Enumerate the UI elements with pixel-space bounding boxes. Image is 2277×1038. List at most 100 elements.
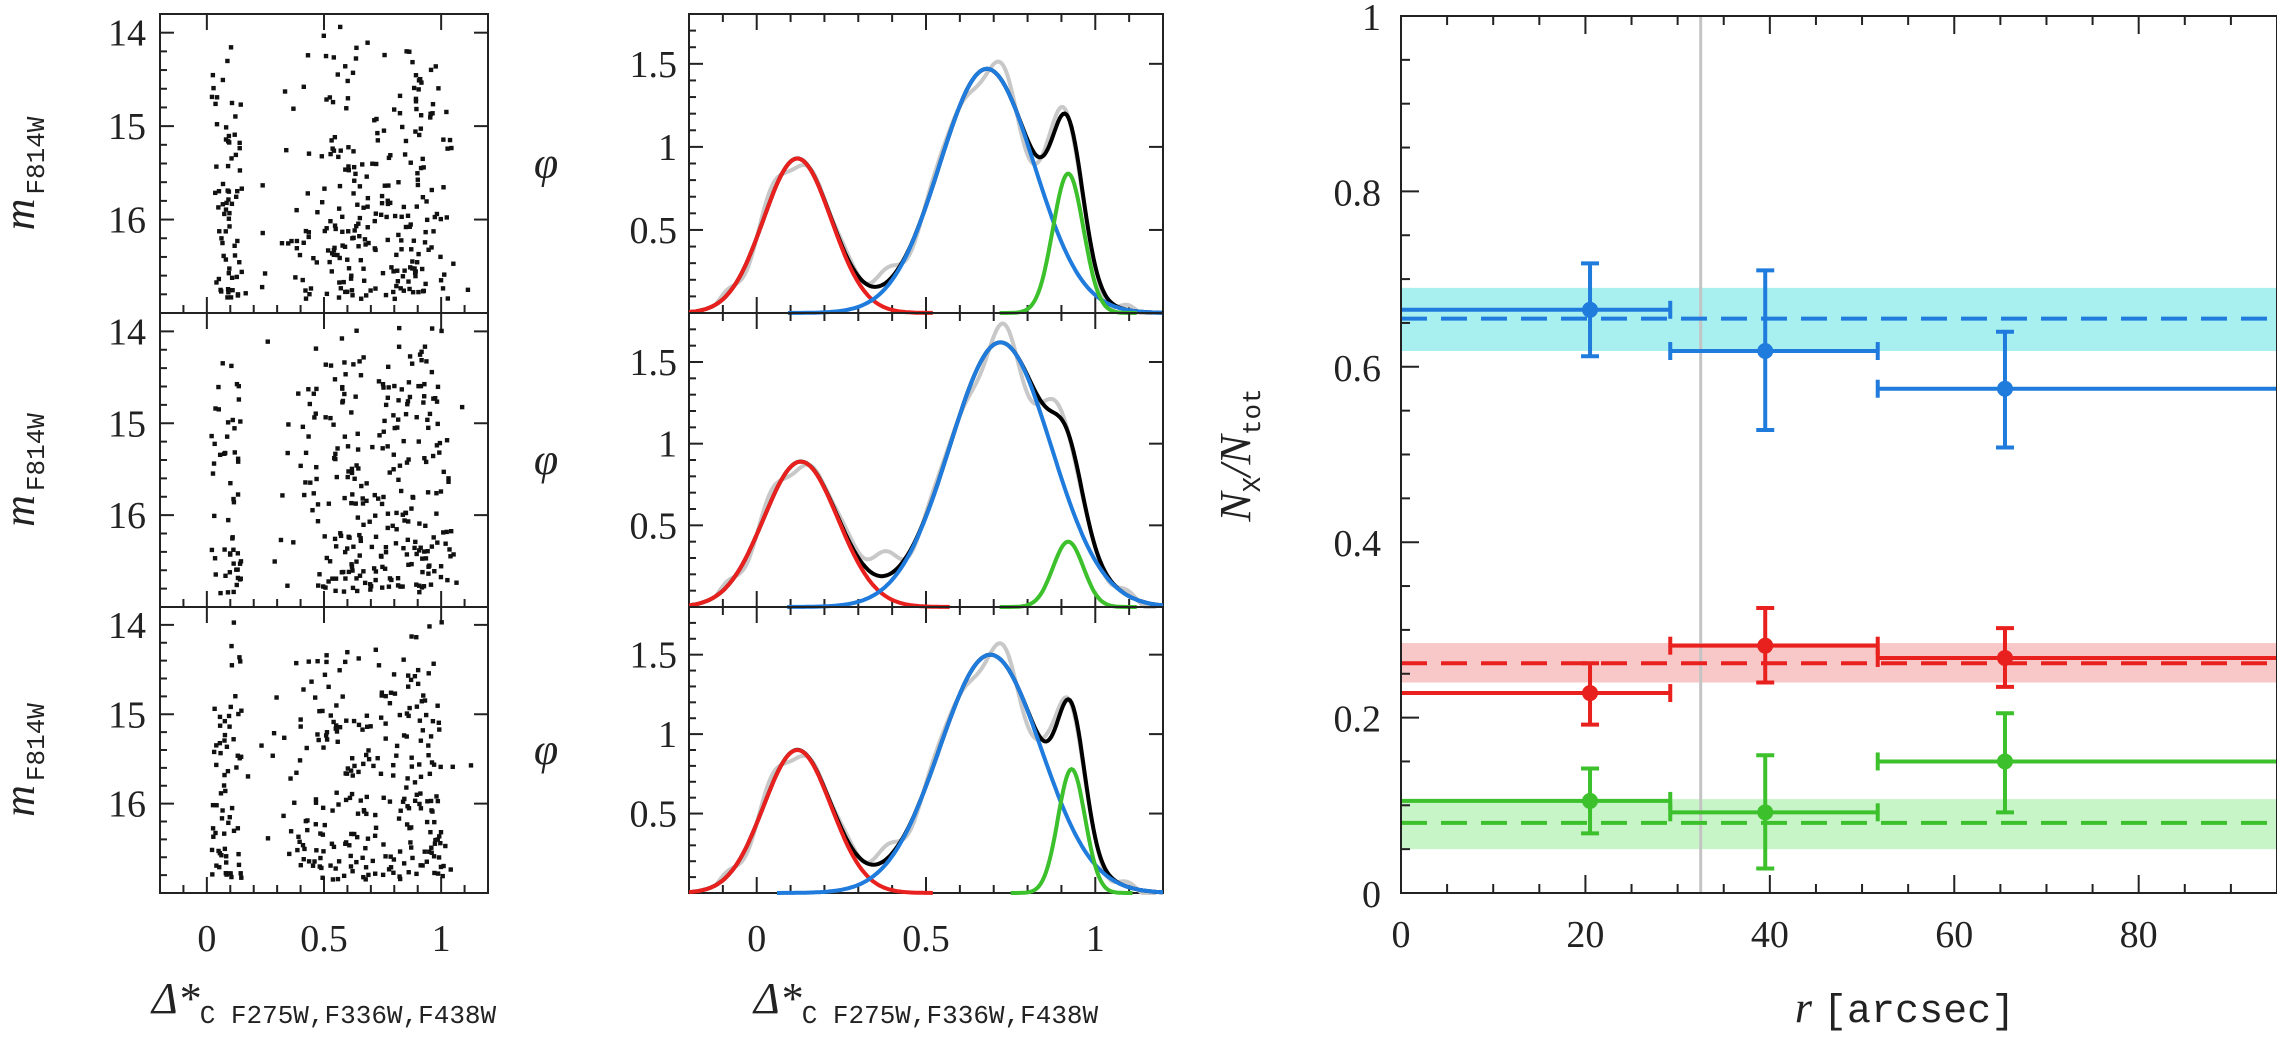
cmd-star <box>237 168 243 173</box>
cmd-star <box>391 269 396 274</box>
cmd-star <box>280 493 285 498</box>
cmd-star <box>323 415 328 420</box>
cmd-star <box>372 118 377 123</box>
cmd-star <box>427 411 433 417</box>
cmd-star <box>357 233 362 239</box>
cmd-star <box>345 96 351 101</box>
cmd-star <box>400 274 406 279</box>
cmd-star <box>357 573 363 578</box>
cmd-star <box>404 49 409 54</box>
cmd-star <box>368 587 373 592</box>
cmd-star <box>401 288 406 293</box>
cmd-star <box>404 552 410 557</box>
cmd-star <box>437 450 442 455</box>
cmd-star <box>418 774 424 780</box>
x-tick-label: 1 <box>432 918 451 960</box>
cmd-star <box>429 760 435 765</box>
cmd-star <box>358 373 364 378</box>
cmd-star <box>348 276 354 281</box>
cmd-star <box>271 730 277 736</box>
cmd-panel-2: 14 15 16 mF814W <box>0 311 489 608</box>
cmd-star <box>441 530 446 535</box>
cmd-star <box>415 182 421 188</box>
cmd-star <box>225 163 231 169</box>
cmd-star <box>284 147 289 153</box>
cmd-star <box>407 286 412 292</box>
cmd-points <box>209 24 471 302</box>
x-axis-label: Δ*C F275W,F336W,F438W <box>752 974 1099 1031</box>
cmd-star <box>356 769 361 775</box>
x-tick-label: 40 <box>1751 914 1789 956</box>
cmd-star <box>435 837 440 842</box>
cmd-star <box>333 226 338 232</box>
green-series <box>1401 711 2277 871</box>
y-tick-label: 1.5 <box>630 635 678 677</box>
cmd-star <box>226 197 231 202</box>
cmd-star <box>238 871 243 876</box>
cmd-star <box>379 693 384 698</box>
cmd-star <box>434 211 440 217</box>
marker <box>1757 637 1774 654</box>
cmd-star <box>358 257 364 263</box>
cmd-star <box>323 362 328 367</box>
cmd-star <box>332 536 338 542</box>
cmd-star <box>383 549 389 555</box>
cmd-star <box>425 490 431 495</box>
cmd-star <box>423 712 429 718</box>
cmd-star <box>234 582 239 588</box>
cmd-star <box>216 848 221 854</box>
cmd-star <box>214 743 219 748</box>
cmd-star <box>326 579 331 584</box>
green-data-point <box>1668 753 1880 871</box>
cmd-star <box>324 291 330 297</box>
cmd-star <box>317 708 322 714</box>
cmd-star <box>235 575 241 581</box>
cmd-star <box>445 146 450 151</box>
cmd-star <box>410 855 415 861</box>
cmd-star <box>427 624 432 629</box>
cmd-star <box>216 276 222 282</box>
blue-data-point <box>1668 268 1880 432</box>
cmd-star <box>399 238 404 243</box>
cmd-star <box>336 295 342 300</box>
cmd-star <box>286 241 291 246</box>
cmd-star <box>397 111 403 116</box>
blue-data-point <box>1401 261 1673 359</box>
cmd-star <box>355 811 361 816</box>
cmd-star <box>330 576 335 581</box>
cmd-star <box>435 703 440 708</box>
y-tick-label: 14 <box>108 311 146 353</box>
cmd-star <box>324 97 329 102</box>
cmd-star <box>362 580 368 586</box>
cmd-star <box>286 422 291 427</box>
cmd-star <box>418 791 423 796</box>
cmd-star <box>425 417 430 423</box>
cmd-star <box>220 202 226 207</box>
cmd-star <box>412 270 418 276</box>
cmd-star <box>345 444 351 449</box>
cmd-star <box>343 797 349 803</box>
cmd-star <box>417 718 423 723</box>
cmd-star <box>406 380 412 385</box>
cmd-star <box>342 244 348 249</box>
cmd-star <box>417 521 422 526</box>
cmd-star <box>413 99 419 104</box>
cmd-star <box>312 415 317 420</box>
cmd-star <box>343 372 348 377</box>
cmd-star <box>431 661 436 666</box>
cmd-star <box>315 502 321 507</box>
cmd-star <box>420 156 425 162</box>
cmd-star <box>364 794 369 800</box>
cmd-star <box>426 571 431 576</box>
cmd-star <box>441 185 446 190</box>
cmd-star <box>422 456 427 461</box>
cmd-star <box>294 207 299 213</box>
cmd-star <box>422 698 428 703</box>
cmd-star <box>412 545 417 551</box>
cmd-star <box>322 534 327 539</box>
cmd-star <box>445 577 450 583</box>
cmd-star <box>306 659 311 664</box>
cmd-star <box>227 210 232 216</box>
cmd-star <box>214 762 219 768</box>
cmd-star <box>334 703 339 708</box>
